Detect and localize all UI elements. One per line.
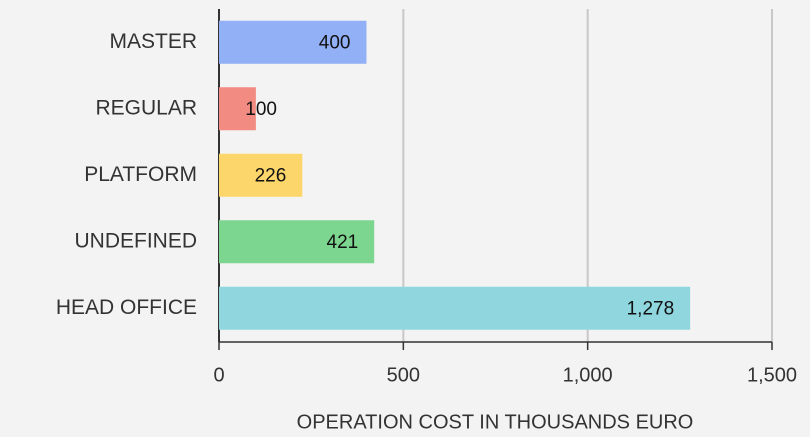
- value-label: 421: [327, 232, 359, 253]
- x-tick-label: 1,500: [747, 364, 797, 386]
- y-tick-label: PLATFORM: [84, 163, 197, 186]
- bar: [219, 220, 375, 264]
- value-label: 226: [255, 165, 287, 186]
- x-axis-title: OPERATION COST IN THOUSANDS EURO: [297, 411, 694, 433]
- x-tick-label: 1,000: [563, 364, 613, 386]
- x-tick-label: 500: [387, 364, 420, 386]
- y-tick-label: MASTER: [109, 30, 197, 53]
- bar: [219, 286, 691, 330]
- y-tick-label: REGULAR: [95, 96, 197, 119]
- value-label: 400: [319, 32, 351, 53]
- value-label: 1,278: [627, 298, 675, 319]
- y-tick-label: UNDEFINED: [74, 229, 197, 252]
- bar: [219, 20, 367, 64]
- bar: [219, 153, 303, 197]
- bar: [219, 87, 256, 131]
- value-label: 100: [245, 99, 277, 120]
- y-tick-label: HEAD OFFICE: [56, 296, 197, 319]
- x-tick-label: 0: [213, 364, 224, 386]
